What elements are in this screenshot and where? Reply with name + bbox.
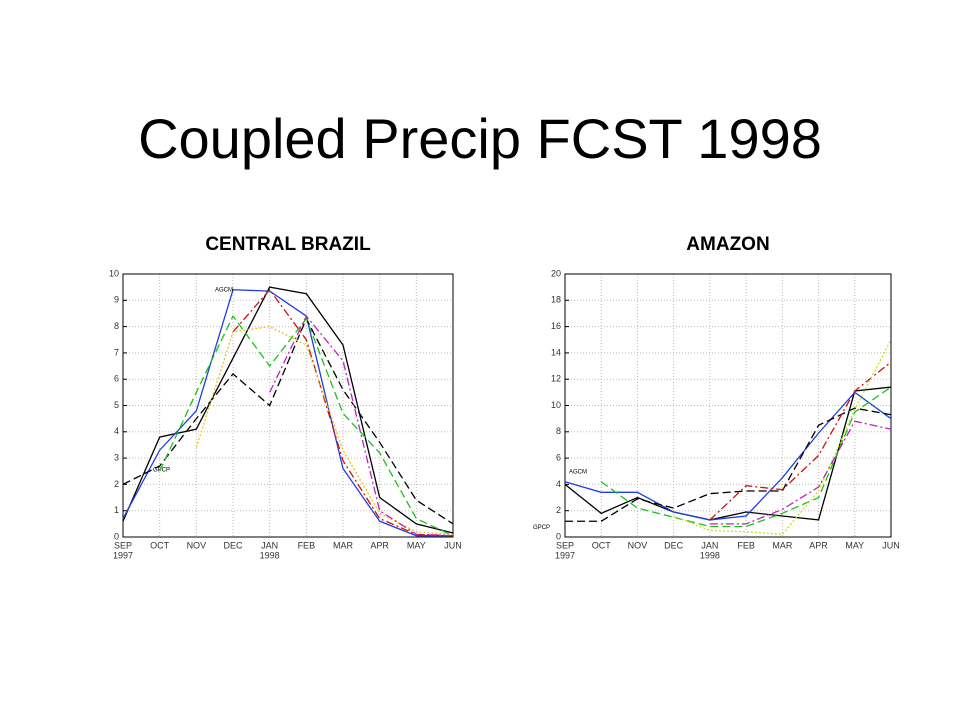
x-sublabel: 1997 [113, 550, 133, 560]
x-tick-label: APR [809, 540, 828, 550]
x-tick-label: JUN [882, 540, 900, 550]
x-tick-label: MAY [845, 540, 864, 550]
series-line [673, 339, 892, 536]
plot-frame [122, 273, 454, 538]
series-label: AGCM [569, 469, 587, 475]
y-tick-label: 16 [551, 321, 561, 331]
y-tick-label: 5 [114, 400, 119, 410]
plot-frame [564, 273, 892, 538]
x-sublabel: 1997 [555, 550, 575, 560]
y-tick-label: 10 [551, 400, 561, 410]
y-tick-label: 3 [114, 452, 119, 462]
x-tick-label: OCT [592, 540, 612, 550]
x-tick-label: APR [370, 540, 389, 550]
x-tick-label: SEP [556, 540, 574, 550]
x-tick-label: NOV [628, 540, 648, 550]
y-tick-label: 4 [114, 426, 119, 436]
y-tick-label: 0 [556, 531, 561, 541]
slide-title: Coupled Precip FCST 1998 [138, 107, 822, 170]
series-line [564, 391, 892, 521]
x-tick-label: JAN [261, 540, 278, 550]
y-tick-label: 9 [114, 295, 119, 305]
chart-title: AMAZON [686, 234, 769, 255]
series-line [195, 325, 454, 536]
series-line [709, 420, 892, 525]
y-tick-label: 7 [114, 347, 119, 357]
x-tick-label: MAY [407, 540, 426, 550]
series-line [122, 289, 453, 537]
y-tick-label: 8 [114, 321, 119, 331]
y-tick-label: 2 [556, 505, 561, 515]
y-tick-label: 4 [556, 479, 561, 489]
series-line [269, 314, 454, 537]
x-tick-label: JUN [444, 540, 462, 550]
x-tick-label: JAN [701, 540, 718, 550]
x-sublabel: 1998 [700, 550, 720, 560]
x-tick-label: FEB [737, 540, 755, 550]
y-tick-label: 18 [551, 295, 561, 305]
y-tick-label: 6 [556, 452, 561, 462]
series-line [122, 317, 454, 525]
y-tick-label: 1 [114, 505, 119, 515]
x-tick-label: FEB [298, 540, 316, 550]
y-tick-label: 20 [551, 268, 561, 278]
y-tick-label: 0 [114, 531, 119, 541]
x-tick-label: SEP [114, 540, 132, 550]
series-line [565, 407, 892, 522]
y-tick-label: 2 [114, 479, 119, 489]
series-label: AGCM [215, 288, 233, 294]
x-tick-label: OCT [150, 540, 170, 550]
x-tick-label: NOV [187, 540, 207, 550]
x-tick-label: MAR [772, 540, 793, 550]
y-tick-label: 14 [551, 347, 561, 357]
series-line [159, 314, 454, 537]
x-sublabel: 1998 [260, 550, 280, 560]
y-tick-label: 6 [114, 374, 119, 384]
series-line [600, 386, 892, 528]
y-tick-label: 8 [556, 426, 561, 436]
series-label: GPCP [153, 468, 170, 474]
chart-title: CENTRAL BRAZIL [205, 234, 371, 255]
x-tick-label: MAR [333, 540, 354, 550]
series-label: GPCP [533, 525, 550, 531]
y-tick-label: 10 [109, 268, 119, 278]
x-tick-label: DEC [664, 540, 684, 550]
y-tick-label: 12 [551, 374, 561, 384]
series-line [709, 361, 892, 521]
x-tick-label: DEC [223, 540, 243, 550]
